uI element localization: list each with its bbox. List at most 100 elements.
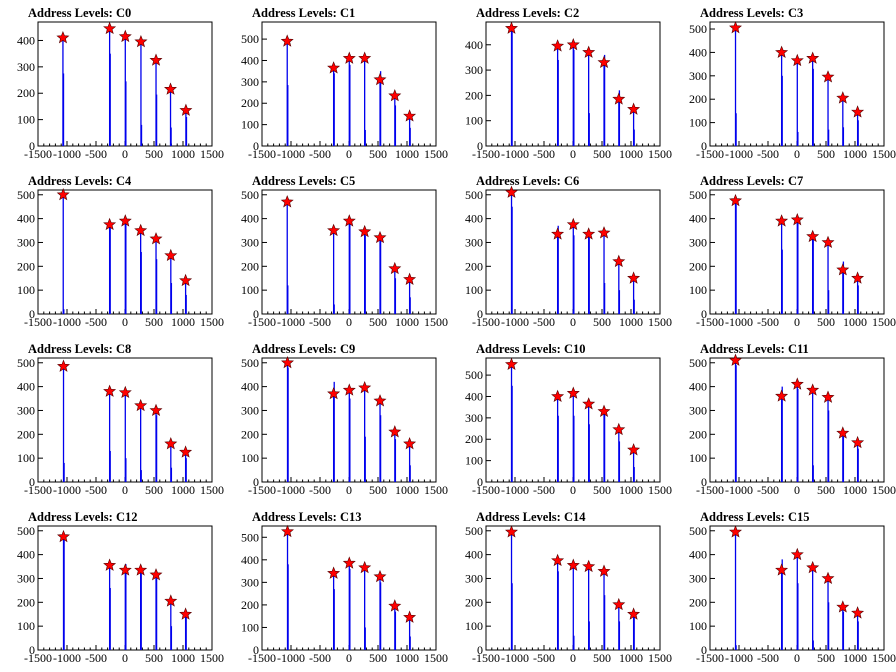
x-tick-label: 500 [817, 651, 835, 665]
peak-star-marker [729, 193, 742, 207]
peak-star-marker [851, 606, 865, 619]
chart-title: Address Levels: C8 [28, 342, 131, 356]
y-tick-label: 400 [465, 212, 483, 226]
peak-star-marker [775, 563, 789, 576]
peak-star-marker [821, 571, 835, 584]
x-tick-label: -1500 [696, 483, 724, 497]
peak-star-marker [103, 558, 117, 571]
y-tick-label: 0 [253, 307, 259, 321]
x-tick-label: -1500 [24, 483, 52, 497]
y-tick-label: 200 [465, 88, 483, 102]
x-tick-label: -1000 [277, 651, 305, 665]
peak-star-marker [179, 607, 193, 620]
x-tick-label: -1500 [248, 147, 276, 161]
peak-star-marker [806, 51, 820, 64]
y-tick-label: 500 [465, 188, 483, 202]
x-tick-label: -1500 [248, 483, 276, 497]
x-tick-label: -1000 [725, 483, 753, 497]
y-tick-label: 100 [465, 454, 483, 468]
y-tick-label: 200 [17, 595, 35, 609]
peak-star-marker [57, 359, 70, 372]
chart-panel: Address Levels: C70100200300400500-1500-… [689, 174, 896, 329]
y-tick-label: 200 [689, 92, 707, 106]
x-tick-label: -1500 [472, 147, 500, 161]
peak-star-marker [403, 436, 417, 450]
peak-star-marker [57, 529, 70, 543]
x-tick-label: 1500 [872, 483, 896, 497]
y-tick-label: 500 [689, 356, 707, 370]
x-tick-label: 0 [122, 483, 128, 497]
y-tick-label: 500 [241, 32, 259, 46]
y-tick-label: 400 [465, 389, 483, 403]
y-tick-label: 100 [241, 118, 259, 132]
peak-star-marker [836, 91, 850, 104]
x-tick-label: -1500 [472, 315, 500, 329]
y-tick-label: 100 [241, 283, 259, 297]
y-tick-label: 300 [241, 575, 259, 589]
peak-star-marker [597, 564, 611, 577]
chart-panel: Address Levels: C10 0 100 200 300 400 500 -1500… [465, 342, 672, 497]
y-tick-label: 200 [689, 259, 707, 273]
peak-star-marker [164, 82, 177, 95]
x-tick-label: 1000 [171, 651, 195, 665]
peak-star-marker [118, 385, 132, 399]
chart-panel: Address Levels: C0 0 100 200 300 400 -1500 -100… [17, 6, 224, 161]
peak-star-marker [790, 53, 804, 67]
x-tick-label: -1000 [501, 651, 529, 665]
x-tick-label: -1000 [725, 315, 753, 329]
x-tick-label: -1000 [501, 147, 529, 161]
chart-panel: Address Levels: C12 0 100 200 300 400 500 -1500… [17, 510, 224, 665]
x-tick-label: 500 [593, 315, 611, 329]
chart-title: Address Levels: C10 [476, 342, 586, 356]
x-tick-label: -1500 [696, 651, 724, 665]
peak-star-marker [103, 384, 117, 397]
x-tick-label: 1000 [171, 483, 195, 497]
x-tick-label: -500 [757, 651, 779, 665]
x-tick-label: -1000 [277, 147, 305, 161]
x-tick-label: -1000 [53, 315, 81, 329]
peak-star-marker [806, 229, 820, 243]
peak-star-marker [358, 224, 372, 238]
chart-title: Address Levels: C6 [476, 174, 579, 188]
y-tick-label: 500 [689, 524, 707, 538]
peak-star-marker [582, 227, 596, 240]
x-tick-label: 1000 [843, 651, 867, 665]
y-tick-label: 500 [17, 524, 35, 538]
y-tick-label: 100 [241, 620, 259, 634]
peak-star-marker [118, 214, 132, 227]
y-tick-label: 500 [689, 188, 707, 202]
peak-star-marker [821, 70, 835, 83]
y-tick-label: 400 [465, 38, 483, 52]
x-tick-label: 0 [794, 315, 800, 329]
peak-star-marker [149, 53, 163, 66]
peak-star-marker [373, 394, 387, 407]
x-tick-label: 0 [570, 315, 576, 329]
peak-star-marker [551, 553, 565, 567]
peak-star-marker [597, 226, 611, 239]
x-tick-label: 1500 [648, 147, 672, 161]
x-tick-label: 500 [145, 651, 163, 665]
y-tick-label: 100 [465, 114, 483, 128]
peak-star-marker [627, 102, 641, 115]
x-tick-label: -1000 [53, 483, 81, 497]
chart-panel: Address Levels: C11 0 100 200 300 400 500 -1500… [689, 342, 896, 497]
x-tick-label: 500 [593, 483, 611, 497]
peak-star-marker [597, 55, 611, 68]
x-tick-label: -1000 [53, 147, 81, 161]
y-tick-label: 300 [241, 235, 259, 249]
x-tick-label: 1000 [171, 315, 195, 329]
peak-star-marker [851, 435, 865, 449]
peak-star-marker [582, 559, 596, 573]
peak-star-marker [775, 214, 789, 227]
peak-star-marker [281, 355, 294, 369]
y-tick-label: 300 [17, 571, 35, 585]
peak-star-marker [164, 436, 178, 450]
x-tick-label: -500 [757, 483, 779, 497]
y-tick-label: 300 [689, 69, 707, 83]
y-tick-label: 200 [465, 595, 483, 609]
peak-star-marker [836, 426, 850, 439]
chart-panel: Address Levels: C13 0 100 200 300 400 500 -1500… [241, 510, 448, 665]
x-tick-label: 500 [369, 147, 387, 161]
x-tick-label: 1500 [424, 315, 448, 329]
peak-star-marker [775, 45, 789, 58]
